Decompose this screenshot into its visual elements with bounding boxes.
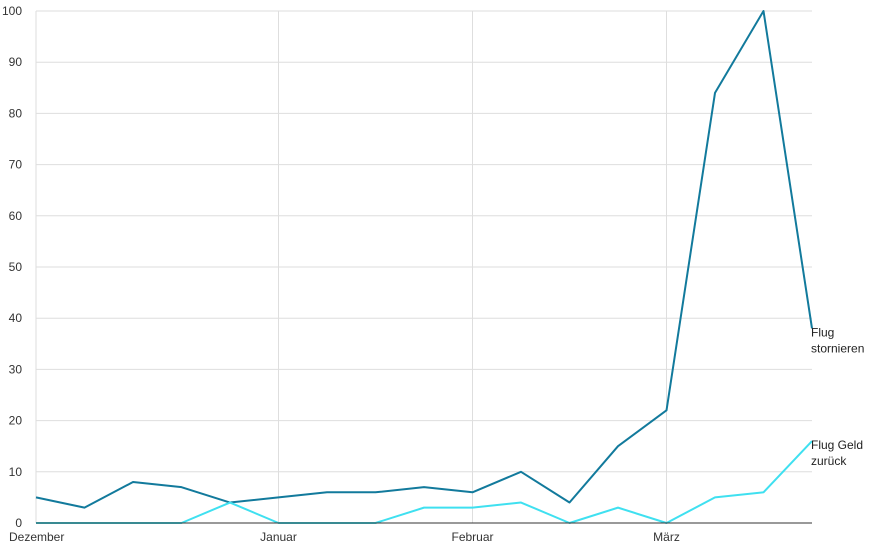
series-line-1 (36, 440, 813, 524)
y-tick-label: 20 (9, 414, 23, 428)
series-label-1: Flug Geld (811, 438, 863, 452)
y-tick-label: 10 (9, 465, 23, 479)
series-label-0: Flug (811, 325, 834, 339)
y-tick-label: 60 (9, 209, 23, 223)
x-tick-label: Dezember (9, 530, 64, 544)
x-tick-label: Februar (451, 530, 493, 544)
y-tick-label: 70 (9, 158, 23, 172)
series-label-0: stornieren (811, 341, 864, 355)
y-tick-label: 90 (9, 55, 23, 69)
y-tick-label: 100 (2, 4, 22, 18)
series-line-0 (35, 10, 813, 509)
y-tick-label: 30 (9, 362, 23, 376)
y-tick-label: 40 (9, 311, 23, 325)
y-tick-label: 50 (9, 260, 23, 274)
x-tick-label: März (653, 530, 680, 544)
y-tick-label: 80 (9, 106, 23, 120)
series-label-1: zurück (811, 454, 847, 468)
y-axis-ticks: 0 10 20 30 40 50 60 70 80 90 100 (2, 4, 22, 530)
series-labels: Flug stornieren Flug Geld zurück (811, 325, 864, 468)
gridlines (35, 10, 812, 523)
x-axis-ticks: Dezember Januar Februar März (9, 530, 680, 544)
x-tick-label: Januar (260, 530, 297, 544)
y-tick-label: 0 (15, 516, 22, 530)
